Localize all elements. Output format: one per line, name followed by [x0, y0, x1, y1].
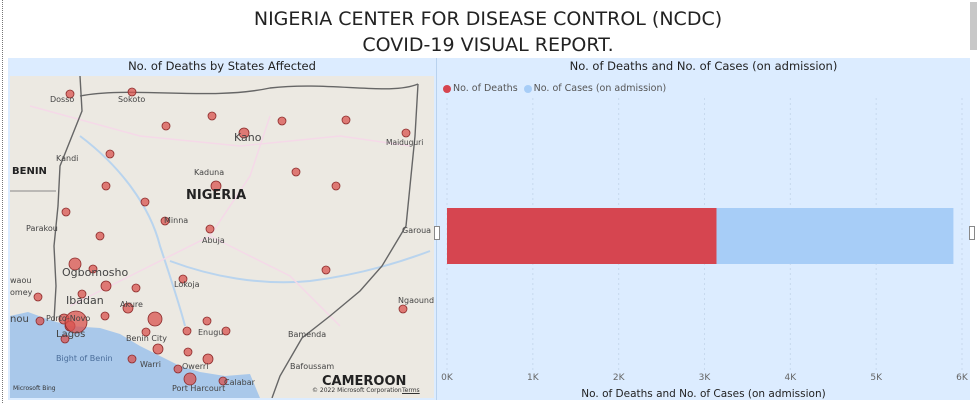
city-label: Kano: [234, 131, 262, 144]
bar-deaths[interactable]: [447, 208, 717, 264]
city-label: Enugu: [198, 328, 224, 337]
city-label: Owerri: [182, 362, 209, 371]
city-label: Lagos: [56, 329, 86, 340]
city-label: Benin City: [126, 334, 167, 343]
edge-label: waou: [10, 276, 32, 285]
legend-label: No. of Deaths: [453, 83, 518, 94]
left-border: [2, 0, 4, 403]
report-title-line1: NIGERIA CENTER FOR DISEASE CONTROL (NCDC…: [253, 8, 723, 30]
legend-label: No. of Cases (on admission): [533, 83, 667, 94]
x-tick-label: 3K: [699, 373, 712, 383]
map-copyright: © 2022 Microsoft Corporation: [312, 387, 402, 394]
legend-item-cases[interactable]: No. of Cases (on admission): [523, 83, 667, 94]
legend-swatch: [443, 84, 451, 93]
city-label: Porto-Novo: [46, 314, 91, 323]
death-bubbles: [33, 87, 411, 386]
map-label-nigeria: NIGERIA: [186, 188, 247, 203]
map-label-benin: BENIN: [12, 166, 47, 177]
x-tick-label: 6K: [956, 373, 969, 383]
city-label: Akure: [120, 300, 143, 309]
city-label: Parakou: [26, 224, 58, 233]
edge-label: omey: [10, 288, 33, 297]
city-label: Bafoussam: [290, 362, 335, 371]
legend-swatch: [523, 84, 532, 93]
report-title-line2: COVID-19 VISUAL REPORT.: [362, 34, 614, 56]
legend-item-deaths[interactable]: No. of Deaths: [443, 83, 518, 94]
scrollbar[interactable]: [970, 2, 977, 50]
x-tick-label: 5K: [870, 373, 883, 383]
city-label: Abuja: [202, 236, 225, 245]
map-panel-title: No. of Deaths by States Affected: [128, 59, 316, 73]
city-label: Lokoja: [174, 280, 200, 289]
resize-handle-right[interactable]: [969, 226, 975, 240]
city-label: Warri: [140, 360, 161, 369]
city-label: Ngaoundé: [398, 296, 434, 305]
chart-legend: No. of Deaths No. of Cases (on admission…: [443, 83, 666, 94]
city-label: Kaduna: [194, 168, 225, 177]
city-label: Bamenda: [288, 330, 327, 339]
bar-panel: No. of Deaths and No. of Cases (on admis…: [437, 58, 970, 400]
city-label: Maiduguri: [386, 138, 424, 147]
city-label: Port Harcourt: [172, 384, 226, 393]
bar-cases-on-admission[interactable]: [716, 208, 954, 264]
edge-label: nou: [10, 314, 29, 325]
water-label: Bight of Benin: [56, 354, 113, 363]
map-terms-link[interactable]: Terms: [402, 387, 420, 394]
city-label: Garoua: [402, 226, 432, 235]
city-label: Calabar: [224, 378, 255, 387]
x-tick-label: 2K: [613, 373, 626, 383]
report-header: NIGERIA CENTER FOR DISEASE CONTROL (NCDC…: [8, 0, 968, 58]
x-tick-label: 1K: [527, 373, 540, 383]
city-label: Ibadan: [66, 294, 104, 307]
map-label-cameroon: CAMEROON: [322, 374, 407, 389]
city-label: Dosso: [50, 95, 75, 104]
city-label: Kandi: [56, 154, 79, 163]
x-tick-label: 0K: [441, 373, 454, 383]
x-tick-label: 4K: [785, 373, 798, 383]
bing-logo: Microsoft Bing: [13, 385, 56, 392]
map-panel: No. of Deaths by States Affected: [8, 58, 438, 400]
bar-panel-title: No. of Deaths and No. of Cases (on admis…: [569, 59, 838, 73]
map-view[interactable]: NIGERIA BENIN CAMEROON Dosso Sokoto Kano…: [10, 76, 434, 398]
city-label: Sokoto: [118, 95, 146, 104]
bar-chart: 0K 1K 2K 3K 4K 5K 6K: [441, 98, 969, 383]
city-label: Minna: [164, 216, 189, 225]
resize-handle-left[interactable]: [434, 226, 440, 240]
map-base: [10, 76, 431, 398]
city-label: Ogbomosho: [62, 266, 129, 279]
x-axis-title: No. of Deaths and No. of Cases (on admis…: [581, 388, 826, 400]
